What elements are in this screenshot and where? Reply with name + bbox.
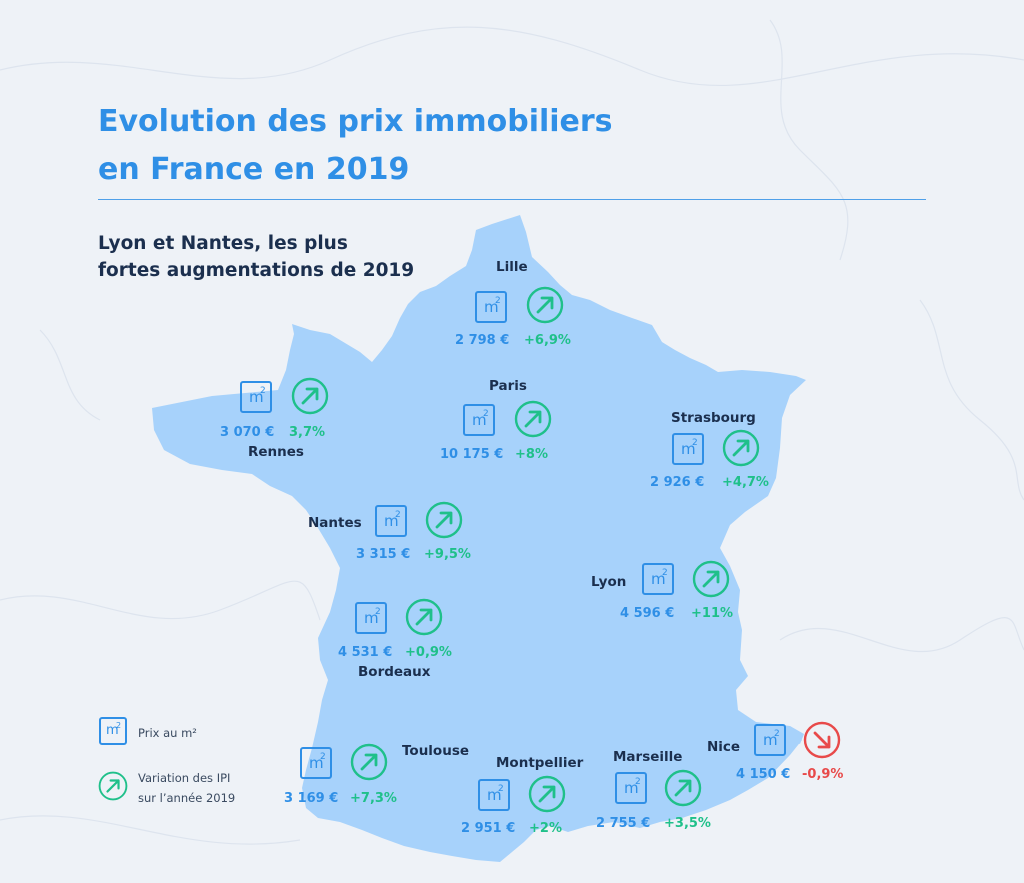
variation-value: +8% bbox=[515, 447, 548, 462]
trend-up-icon bbox=[528, 775, 566, 813]
price-value: 2 926 € bbox=[650, 475, 705, 490]
legend-variation-line2: sur l’année 2019 bbox=[138, 791, 236, 805]
city-name: Nice bbox=[707, 739, 741, 755]
trend-down-icon bbox=[803, 721, 841, 759]
price-value: 3 070 € bbox=[220, 425, 275, 440]
variation-value: -0,9% bbox=[802, 767, 844, 782]
price-value: 2 755 € bbox=[596, 816, 651, 831]
trend-up-icon bbox=[350, 743, 388, 781]
city-name: Toulouse bbox=[402, 743, 470, 759]
city-name: Lyon bbox=[591, 574, 627, 590]
trend-up-icon bbox=[692, 560, 730, 598]
trend-up-icon bbox=[722, 429, 760, 467]
price-value: 2 951 € bbox=[461, 821, 516, 836]
price-value: 3 315 € bbox=[356, 547, 411, 562]
variation-value: +11% bbox=[691, 606, 734, 621]
price-value: 3 169 € bbox=[284, 791, 339, 806]
city-name: Lille bbox=[496, 259, 528, 275]
city-name: Bordeaux bbox=[358, 664, 431, 680]
page-subtitle: Lyon et Nantes, les plus fortes augmentat… bbox=[98, 233, 415, 281]
page-title: Evolution des prix immobiliers en France … bbox=[98, 104, 613, 187]
variation-value: +0,9% bbox=[405, 645, 452, 660]
legend-trend-up-icon bbox=[98, 771, 128, 801]
trend-up-icon bbox=[425, 501, 463, 539]
variation-value: +9,5% bbox=[424, 547, 471, 562]
trend-up-icon bbox=[291, 377, 329, 415]
trend-up-icon bbox=[526, 286, 564, 324]
variation-value: +3,5% bbox=[664, 816, 711, 831]
city-name: Montpellier bbox=[496, 755, 584, 771]
variation-value: +7,3% bbox=[350, 791, 397, 806]
city-name: Rennes bbox=[248, 444, 304, 460]
price-value: 4 150 € bbox=[736, 767, 791, 782]
variation-value: +4,7% bbox=[722, 475, 769, 490]
price-value: 4 596 € bbox=[620, 606, 675, 621]
city-name: Marseille bbox=[613, 749, 683, 765]
price-value: 10 175 € bbox=[440, 447, 504, 462]
trend-up-icon bbox=[405, 598, 443, 636]
city-name: Strasbourg bbox=[671, 410, 756, 426]
city-name: Paris bbox=[489, 378, 527, 394]
price-value: 2 798 € bbox=[455, 333, 510, 348]
france-shape bbox=[152, 215, 806, 862]
title-divider bbox=[98, 199, 926, 200]
variation-value: +6,9% bbox=[524, 333, 571, 348]
variation-value: +2% bbox=[529, 821, 562, 836]
city-name: Nantes bbox=[308, 515, 362, 531]
price-value: 4 531 € bbox=[338, 645, 393, 660]
legend-variation-line1: Variation des IPI bbox=[138, 771, 231, 785]
trend-up-icon bbox=[664, 769, 702, 807]
corsica-hint bbox=[790, 726, 804, 744]
variation-value: 3,7% bbox=[289, 425, 326, 440]
trend-up-icon bbox=[514, 400, 552, 438]
legend-price-label: Prix au m² bbox=[138, 726, 197, 740]
